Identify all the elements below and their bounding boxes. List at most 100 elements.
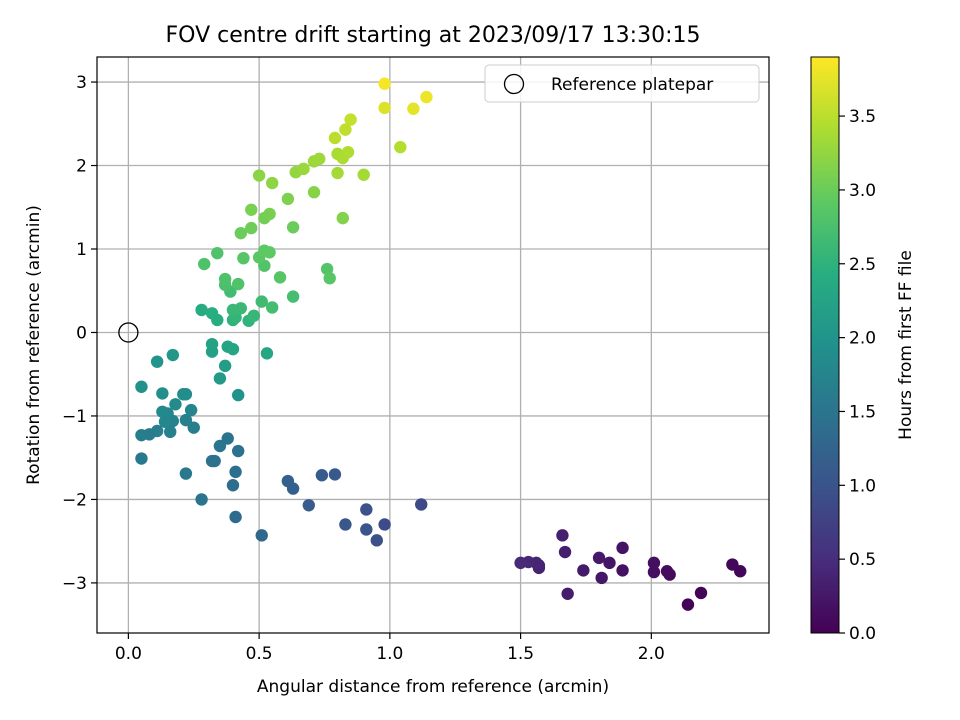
data-point: [370, 534, 383, 547]
colorbar-tick-label: 2.5: [849, 255, 876, 275]
data-point: [577, 564, 590, 577]
data-point: [407, 102, 420, 115]
x-tick-label: 0.5: [246, 644, 273, 664]
data-point: [339, 518, 352, 531]
legend-label: Reference platepar: [551, 75, 713, 95]
data-points: [135, 77, 747, 611]
data-point: [229, 465, 242, 479]
y-tick-label: −3: [62, 574, 87, 594]
data-point: [226, 342, 240, 356]
colorbar-tick-label: 3.5: [849, 107, 876, 127]
data-point: [323, 272, 336, 285]
x-tick-label: 2.0: [638, 644, 665, 664]
data-point: [315, 469, 329, 482]
colorbar-tick-label: 1.5: [849, 402, 876, 422]
data-point: [156, 405, 169, 418]
data-point: [135, 452, 148, 465]
reference-point: [118, 322, 139, 343]
data-point: [694, 586, 708, 600]
data-point: [150, 355, 164, 368]
data-point: [245, 221, 258, 235]
grid: [97, 57, 769, 633]
data-point: [341, 145, 355, 159]
data-point: [231, 444, 245, 458]
colorbar-tick-label: 0.0: [849, 624, 876, 644]
x-tick-label: 1.5: [507, 644, 534, 664]
data-point: [265, 176, 279, 190]
data-point: [252, 169, 266, 182]
data-point: [187, 421, 200, 434]
data-point: [234, 226, 248, 240]
data-point: [221, 432, 234, 445]
data-point: [286, 221, 300, 234]
data-point: [273, 271, 287, 284]
data-point: [211, 313, 224, 327]
data-point: [378, 101, 391, 115]
colorbar-label: Hours from first FF file: [896, 250, 916, 440]
data-point: [166, 348, 180, 362]
chart-title: FOV centre drift starting at 2023/09/17 …: [166, 23, 701, 48]
x-tick-label: 1.0: [376, 644, 403, 664]
colorbar-tick-label: 3.0: [849, 181, 876, 201]
data-point: [156, 387, 169, 400]
data-point: [328, 468, 342, 481]
data-point: [281, 192, 295, 206]
data-point: [394, 140, 407, 154]
data-point: [247, 309, 261, 322]
data-point: [660, 565, 674, 578]
data-point: [158, 415, 172, 428]
data-point: [218, 359, 232, 373]
plot-frame: [96, 56, 770, 634]
data-point: [213, 372, 227, 385]
data-point: [169, 398, 182, 411]
data-point: [218, 272, 232, 286]
data-point: [415, 498, 428, 511]
legend-box: [484, 64, 760, 103]
data-point: [647, 556, 661, 570]
data-point: [135, 380, 148, 393]
y-tick-label: 1: [76, 240, 87, 260]
data-point: [205, 454, 219, 468]
y-axis-label: Rotation from reference (arcmin): [24, 205, 44, 485]
data-point: [286, 290, 300, 303]
data-point: [255, 295, 268, 308]
data-point: [198, 257, 211, 271]
data-point: [357, 168, 370, 181]
data-point: [339, 123, 352, 136]
data-point: [344, 113, 357, 126]
data-point: [164, 425, 177, 439]
colorbar-tick-label: 1.0: [849, 476, 876, 496]
legend-marker: [503, 73, 525, 95]
data-point: [195, 303, 208, 317]
data-point: [297, 162, 310, 176]
x-axis-ticks: 0.0 0.5 1.0 1.5 2.0: [115, 633, 665, 664]
colorbar: 0.0 0.5 1.0 1.5 2.0 2.5 3.0 3.5 Hours from firs…: [810, 56, 916, 644]
data-point: [211, 246, 224, 260]
data-point: [595, 571, 608, 585]
data-point: [245, 203, 258, 216]
x-axis-label: Angular distance from reference (arcmin): [257, 677, 609, 697]
data-point: [331, 166, 344, 180]
data-point: [229, 510, 242, 524]
data-point: [336, 211, 349, 225]
y-tick-label: −1: [62, 407, 87, 427]
data-point: [205, 337, 219, 351]
reference-marker: [118, 322, 139, 343]
data-point: [378, 77, 391, 90]
data-point: [726, 558, 739, 571]
data-point: [616, 564, 629, 577]
colorbar-ticks: 0.0 0.5 1.0 1.5 2.0 2.5 3.0 3.5: [839, 107, 876, 644]
data-point: [237, 251, 250, 265]
data-point: [313, 152, 326, 166]
y-tick-label: −2: [62, 490, 87, 510]
data-point: [281, 474, 295, 488]
data-point: [616, 541, 629, 555]
data-point: [647, 565, 661, 579]
data-point: [226, 303, 240, 317]
x-tick-label: 0.0: [115, 644, 142, 664]
data-point: [360, 523, 373, 536]
data-point: [184, 403, 198, 417]
data-point: [603, 556, 616, 570]
data-point: [179, 388, 193, 401]
